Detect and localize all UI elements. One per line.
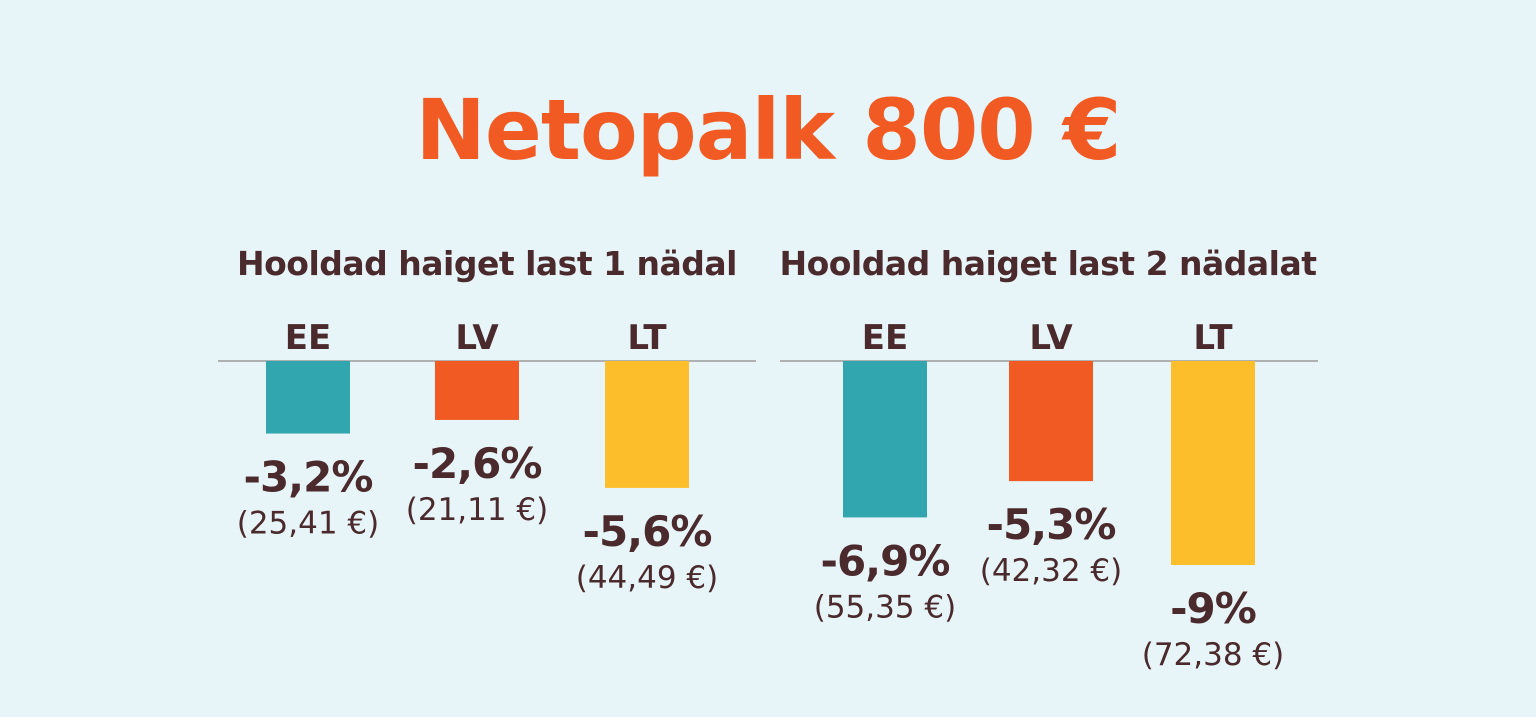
amount-label-lt: (72,38 €): [1142, 637, 1285, 673]
amount-label-ee: (55,35 €): [814, 589, 957, 625]
bar-lt: [605, 361, 689, 488]
category-label-lt: LT: [1193, 318, 1233, 358]
value-label-ee: -3,2%: [244, 453, 373, 502]
bar-ee: [266, 361, 350, 434]
bar-lv: [1009, 361, 1093, 482]
amount-label-lv: (21,11 €): [406, 492, 549, 528]
category-label-ee: EE: [285, 318, 331, 358]
value-label-lv: -5,3%: [987, 500, 1116, 549]
bar-ee: [843, 361, 927, 518]
category-label-lv: LV: [455, 318, 499, 358]
panel-title-2-weeks: Hooldad haiget last 2 nädalat: [779, 244, 1317, 283]
category-label-lt: LT: [627, 318, 667, 358]
panel-title-1-week: Hooldad haiget last 1 nädal: [236, 244, 738, 283]
amount-label-lv: (42,32 €): [980, 553, 1123, 589]
bar-lv: [435, 361, 519, 420]
value-label-lt: -5,6%: [583, 507, 712, 556]
category-label-ee: EE: [862, 318, 908, 358]
category-label-lv: LV: [1029, 318, 1073, 358]
value-label-ee: -6,9%: [821, 536, 950, 585]
amount-label-lt: (44,49 €): [576, 560, 719, 596]
main-title: Netopalk 800 €: [415, 81, 1122, 179]
value-label-lt: -9%: [1170, 584, 1256, 633]
bar-lt: [1171, 361, 1255, 565]
amount-label-ee: (25,41 €): [237, 506, 380, 542]
value-label-lv: -2,6%: [413, 439, 542, 488]
